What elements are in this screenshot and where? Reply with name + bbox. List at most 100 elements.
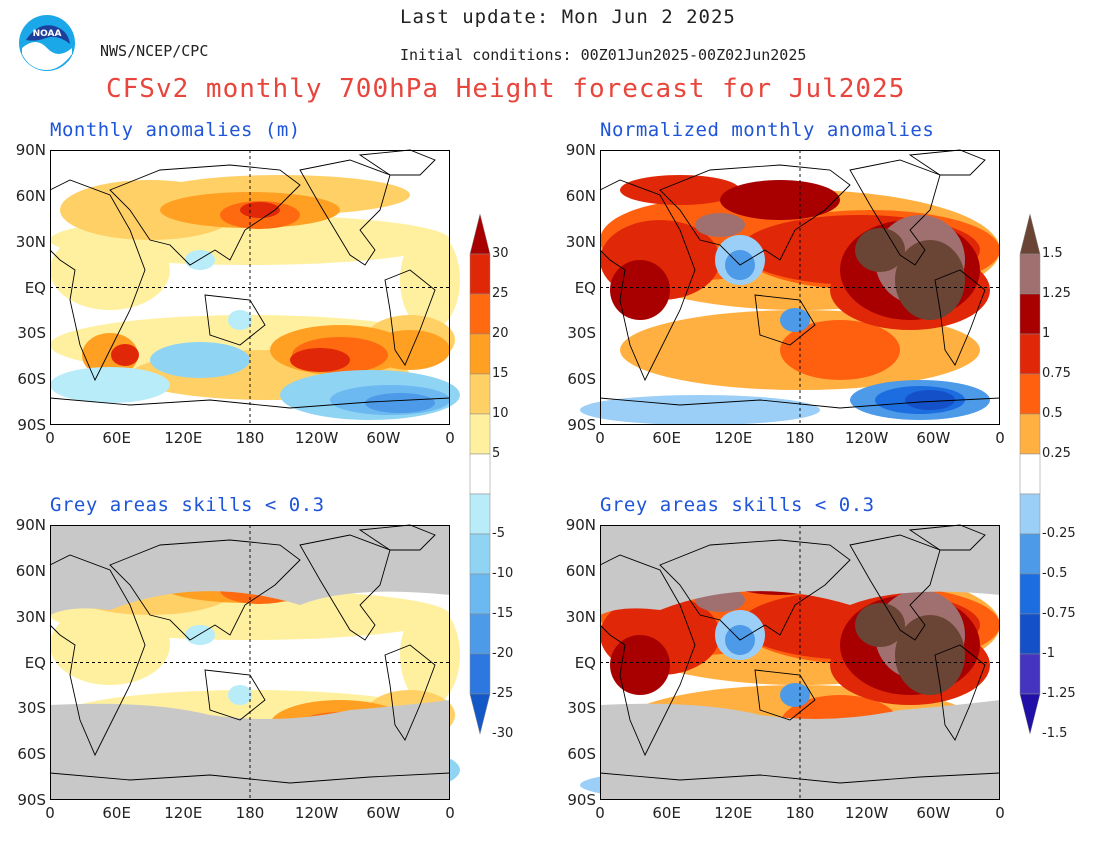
page-title: CFSv2 monthly 700hPa Height forecast for… (106, 74, 906, 104)
lat-tick-label: 90N (15, 516, 46, 534)
colorbar-label: -30 (492, 726, 514, 741)
lat-tick-label: 90N (15, 141, 46, 159)
lat-tick-label: 60S (567, 370, 596, 389)
colorbar-band (469, 253, 491, 295)
anomaly-area (610, 260, 670, 320)
last-update: Last update: Mon Jun 2 2025 (400, 6, 736, 28)
lat-tick-label: 30N (15, 232, 46, 251)
anomaly-area (620, 175, 740, 205)
lat-tick-label: 30N (565, 232, 596, 251)
lon-tick-label: 0 (595, 804, 605, 822)
colorbar-label: -1.5 (1042, 726, 1068, 741)
colorbar-normalized (1019, 213, 1041, 735)
map-frame (600, 150, 1000, 425)
lon-tick-label: 120E (164, 804, 203, 822)
anomaly-area (150, 342, 250, 378)
anomaly-area (695, 213, 745, 237)
lat-tick-label: 60N (15, 186, 46, 205)
anomaly-area (290, 348, 350, 372)
anomaly-field (50, 175, 460, 420)
anomaly-area (580, 395, 820, 425)
anomaly-area (111, 344, 139, 366)
lon-tick-label: 60E (652, 429, 681, 447)
colorbar-label: 25 (492, 286, 509, 301)
colorbar-label: 1.25 (1042, 286, 1071, 301)
lon-tick-label: 60E (102, 804, 131, 822)
anomaly-field (580, 175, 1000, 425)
colorbar-band (469, 493, 491, 535)
colorbar-band (1019, 453, 1041, 495)
panel-title-top-right: Normalized monthly anomalies (600, 119, 935, 141)
anomaly-area (365, 393, 435, 413)
lat-tick-label: 90S (17, 791, 46, 809)
colorbar-label: -20 (492, 646, 514, 661)
colorbar-band (469, 453, 491, 495)
map-panel-bottom-right (580, 524, 1001, 800)
colorbar-band (1019, 573, 1041, 615)
lon-tick-label: 120W (294, 429, 339, 447)
lat-tick-label: EQ (24, 653, 46, 672)
lat-tick-label: 30N (15, 607, 46, 626)
colorbar-band (1019, 533, 1041, 575)
map-panel-bottom-left (49, 524, 460, 800)
lon-tick-label: 180 (235, 429, 265, 447)
lon-tick-label: 120W (294, 804, 339, 822)
panel-title-bottom-right: Grey areas skills < 0.3 (600, 494, 875, 516)
lon-tick-label: 0 (45, 804, 55, 822)
anomaly-area (228, 310, 252, 330)
lon-tick-label: 0 (995, 804, 1005, 822)
anomaly-area (370, 330, 450, 370)
colorbar-label: 15 (492, 366, 509, 381)
colorbar-label: -0.75 (1042, 606, 1076, 621)
colorbar-band (1019, 373, 1041, 415)
anomaly-area (400, 605, 460, 705)
noaa-logo: NOAA (18, 14, 76, 72)
colorbar-label: -10 (492, 566, 514, 581)
colorbar-band (469, 333, 491, 375)
colorbar-label: 0.5 (1042, 406, 1063, 421)
lon-tick-label: 60W (916, 804, 951, 822)
lat-tick-label: 30N (565, 607, 596, 626)
lat-tick-label: 60S (567, 745, 596, 764)
lon-tick-label: 0 (445, 804, 455, 822)
anomaly-area (780, 320, 900, 380)
anomaly-area (240, 202, 280, 218)
noaa-logo-icon: NOAA (19, 15, 75, 71)
colorbar-label: -0.25 (1042, 526, 1076, 541)
lon-tick-label: 60W (916, 429, 951, 447)
lat-tick-label: 30S (567, 324, 596, 343)
colorbar-label: 5 (492, 446, 501, 461)
colorbar-label: -1 (1042, 646, 1055, 661)
initial-conditions: Initial conditions: 00Z01Jun2025-00Z02Ju… (400, 46, 807, 64)
colorbar-band (469, 533, 491, 575)
anomaly-area (228, 685, 252, 705)
lon-tick-label: 60E (102, 429, 131, 447)
colorbar-band (1019, 653, 1041, 695)
lat-tick-label: 60S (17, 745, 46, 764)
lat-tick-label: EQ (24, 278, 46, 297)
map-frame (600, 525, 1000, 800)
lon-tick-label: 60E (652, 804, 681, 822)
coastlines (49, 149, 451, 409)
colorbar-top-arrow (1019, 213, 1041, 255)
lon-tick-label: 120E (164, 429, 203, 447)
lat-tick-label: 60N (565, 186, 596, 205)
anomaly-area (895, 240, 965, 320)
colorbar-label: 1.5 (1042, 246, 1063, 261)
logo-text: NOAA (33, 29, 62, 39)
lon-tick-label: 0 (445, 429, 455, 447)
lon-tick-label: 180 (785, 429, 815, 447)
map-frame (50, 150, 450, 425)
colorbar-band (1019, 333, 1041, 375)
colorbar-band (469, 573, 491, 615)
colorbar-band (1019, 293, 1041, 335)
map-panel-top-right (580, 149, 1001, 425)
anomaly-area (400, 230, 460, 330)
panel-title-bottom-left: Grey areas skills < 0.3 (50, 494, 325, 516)
lat-tick-label: 60N (15, 561, 46, 580)
anomaly-area (610, 635, 670, 695)
colorbar-band (469, 293, 491, 335)
lat-tick-label: 30S (17, 324, 46, 343)
lon-tick-label: 60W (366, 804, 401, 822)
lon-tick-label: 120E (714, 804, 753, 822)
